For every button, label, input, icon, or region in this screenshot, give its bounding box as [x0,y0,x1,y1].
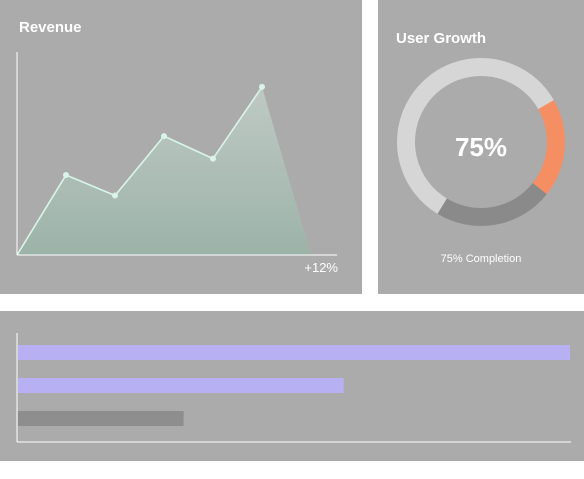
user-growth-title: User Growth [396,30,487,47]
donut-center-value: 75% [454,132,508,162]
revenue-title: Revenue [19,19,82,36]
bar-1 [18,345,570,360]
revenue-point [63,172,69,179]
horizontal-bar-chart [16,333,571,443]
user-growth-panel: User Growth 75% 75% Completion [378,0,584,294]
user-growth-donut [397,57,565,226]
revenue-chart [16,52,337,256]
revenue-line [16,86,263,256]
donut-slice-track [397,57,565,226]
revenue-panel: Revenue +12% [0,0,362,294]
revenue-area [17,86,311,256]
donut-caption: 75% Completion [440,253,522,265]
revenue-point [259,83,265,90]
revenue-point [112,192,118,199]
revenue-point [210,155,216,162]
revenue-change-label: +12% [304,260,338,275]
bar-2 [18,378,344,393]
bar-3 [18,411,184,426]
bars-panel [0,311,584,461]
revenue-point [161,133,167,140]
